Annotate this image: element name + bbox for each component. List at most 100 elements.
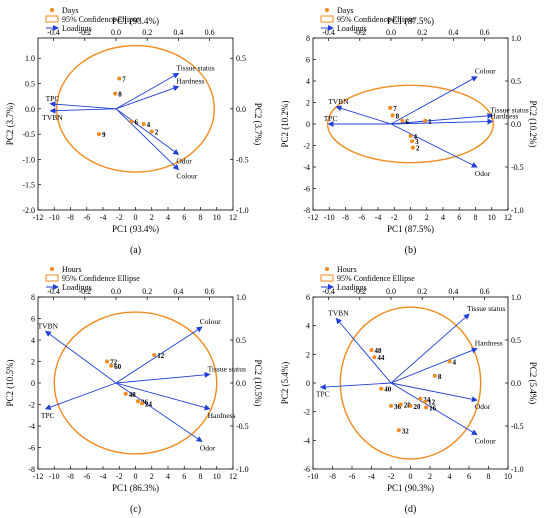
legend: Days 95% Confidence Ellipse Loadings (320, 6, 415, 33)
legend-label-points: Hours (337, 265, 357, 274)
x-tick-label: 4 (441, 213, 445, 222)
x-tick-label: -10 (324, 213, 335, 222)
loading-label: TVBN (38, 321, 59, 330)
x-tick-label: 8 (199, 472, 203, 481)
data-point (105, 359, 110, 364)
x-tick-label: 2 (425, 213, 429, 222)
confidence-ellipse (55, 44, 216, 173)
legend: Days 95% Confidence Ellipse Loadings (45, 6, 140, 33)
y-axis-label: PC2 (3.7%) (5, 103, 15, 146)
point-label: 28 (404, 402, 412, 410)
point-label: 8 (118, 91, 122, 99)
legend: Hours 95% Confidence Ellipse Loadings (320, 265, 415, 292)
y-tick-label: 8 (31, 293, 35, 302)
top-tick-label: 0.4 (448, 287, 458, 296)
loading-arrow (49, 107, 117, 114)
x-tick-label: 8 (487, 472, 491, 481)
x-axis-label: PC1 (86.3%) (112, 483, 159, 493)
x-tick-label: 6 (457, 213, 461, 222)
loading-label: TPC (46, 94, 60, 103)
top-tick-label: 0.0 (386, 287, 396, 296)
loading-label: Tissue status (208, 364, 246, 373)
loading-arrow (319, 382, 392, 390)
y-tick-label: 4 (306, 322, 310, 331)
x-tick-label: 4 (166, 472, 170, 481)
x-tick-label: 10 (504, 472, 512, 481)
chart-marks: -12 -10 -8 -6 -4 -2 0 2 4 6 8 10 12-8-6-4-202468-0.4… (303, 28, 528, 222)
x-tick-label: -8 (342, 213, 349, 222)
y-axis-label: PC2 (10.2%) (280, 100, 290, 147)
loading-arrow (44, 382, 117, 410)
chart-panel-a: -12 -10 -8 -6 -4 -2 0 2 4 6 8 10 12-2.0-1.5-1.0-0.50… (5, 6, 263, 256)
y-tick-label: 4 (31, 336, 35, 345)
point-label: 6 (134, 118, 138, 126)
top-tick-label: 0.4 (448, 28, 458, 37)
x-tick-label: 6 (182, 472, 186, 481)
x-tick-label: 8 (474, 213, 478, 222)
data-point (135, 399, 140, 404)
right-tick-label: -0.5 (236, 422, 249, 431)
data-point (129, 119, 134, 124)
top-tick-label: 0.2 (142, 28, 152, 37)
right-axis-label: PC2 (10.5%) (253, 360, 263, 407)
right-tick-label: 0.5 (511, 77, 521, 86)
loading-label: Odor (475, 169, 491, 178)
y-axis-label: PC2 (5.4%) (280, 362, 290, 405)
y-tick-label: 0.0 (25, 105, 35, 114)
data-point (369, 348, 374, 353)
legend-label-ellipse: 95% Confidence Ellipse (62, 274, 140, 283)
y-tick-label: -4 (303, 163, 310, 172)
legend-label-points: Days (62, 6, 78, 15)
top-tick-label: 0.6 (480, 28, 490, 37)
x-tick-label: -10 (49, 213, 60, 222)
loading-arrow (390, 382, 478, 436)
data-point (117, 76, 122, 81)
x-tick-label: 2 (428, 472, 432, 481)
x-tick-label: -6 (83, 213, 90, 222)
loading-arrow (115, 108, 180, 155)
top-tick-label: 0.6 (480, 287, 490, 296)
data-point (389, 403, 393, 408)
data-point (424, 405, 429, 410)
x-tick-label: -4 (100, 472, 107, 481)
point-label: 3 (415, 138, 419, 146)
legend-label-points: Days (337, 6, 353, 15)
x-tick-label: 2 (150, 472, 154, 481)
loading-label: Hardness (208, 411, 236, 420)
point-label: 40 (384, 386, 392, 394)
y-tick-label: -2 (28, 401, 35, 410)
data-point (408, 133, 413, 138)
loading-arrow (49, 101, 117, 110)
x-tick-label: -12 (33, 472, 44, 481)
loading-label: TPC (316, 389, 330, 398)
right-tick-label: -1.0 (236, 206, 249, 215)
data-point (398, 402, 403, 407)
x-tick-label: 6 (182, 213, 186, 222)
legend-marker-points (50, 267, 54, 271)
legend-marker-ellipse (320, 274, 334, 282)
y-tick-label: -6 (28, 444, 35, 453)
top-tick-label: -0.2 (353, 287, 366, 296)
right-tick-label: 0.0 (511, 120, 521, 129)
y-tick-label: -1.0 (22, 155, 35, 164)
loading-label: TPC (41, 411, 55, 420)
x-tick-label: -12 (33, 213, 44, 222)
x-tick-label: -8 (329, 472, 336, 481)
y-tick-label: -6 (303, 185, 310, 194)
x-tick-label: 0 (409, 472, 413, 481)
x-tick-label: -2 (116, 213, 123, 222)
right-tick-label: 0.0 (236, 105, 246, 114)
x-tick-label: 10 (213, 472, 221, 481)
x-tick-label: -6 (83, 472, 90, 481)
point-label: 36 (141, 398, 149, 406)
x-tick-label: 12 (229, 213, 237, 222)
loading-arrow (115, 108, 180, 171)
y-tick-label: 2 (306, 350, 310, 359)
x-tick-label: 4 (166, 213, 170, 222)
data-point (388, 105, 393, 110)
data-point (423, 399, 428, 404)
right-tick-label: 1.0 (511, 34, 521, 43)
loading-arrow (115, 382, 203, 443)
